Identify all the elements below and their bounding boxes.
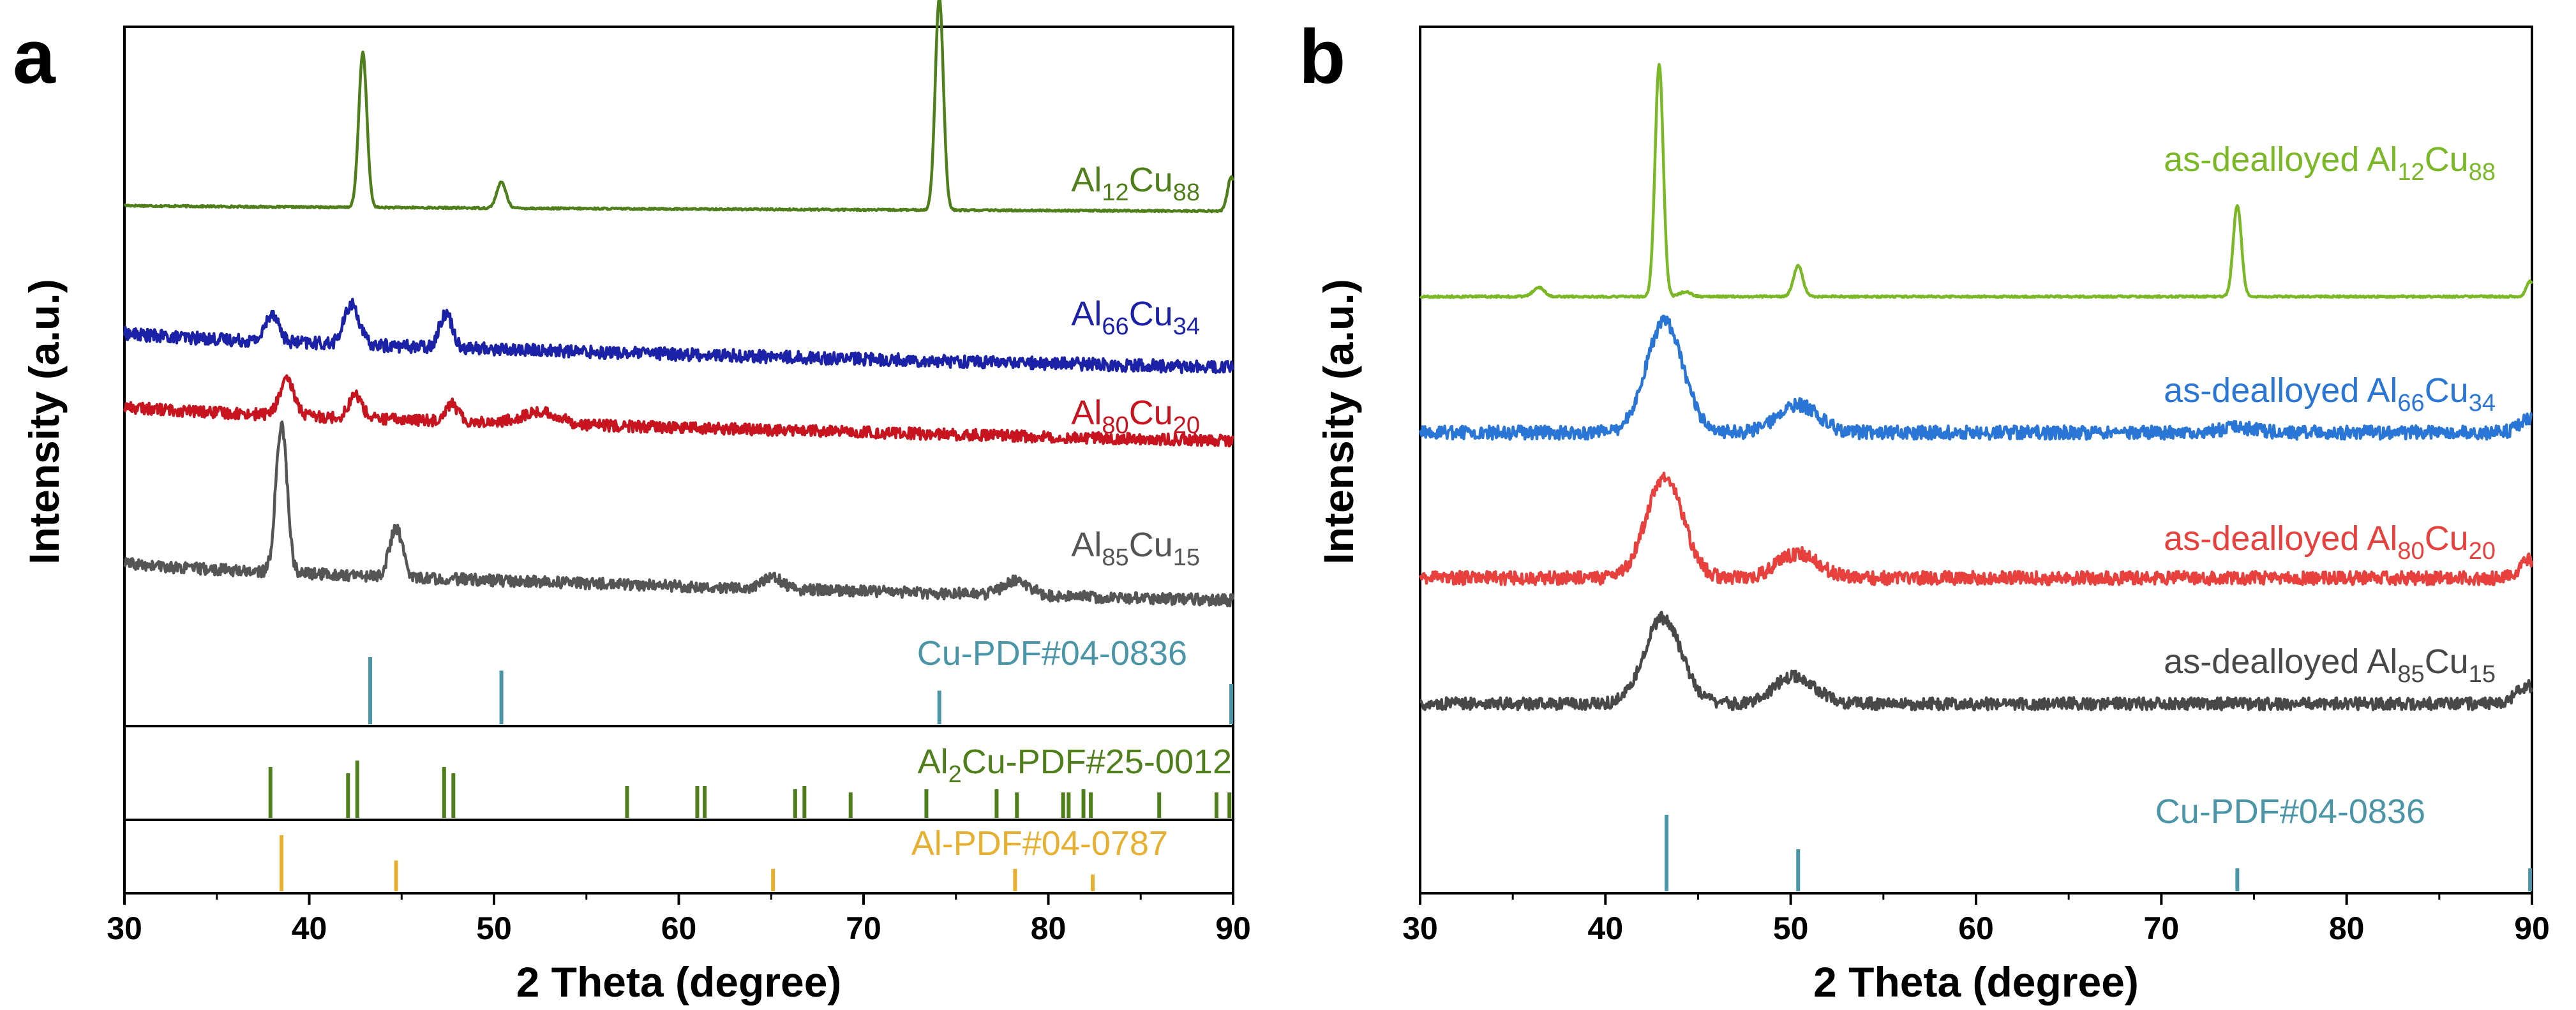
series-line-as-dealloyed-al80cu20	[1418, 472, 2534, 586]
series-line-al85cu15	[123, 420, 1235, 607]
y-axis-title: Intensity (a.u.)	[1315, 279, 1362, 564]
series-line-al80cu20	[123, 374, 1235, 448]
x-tick-label: 50	[476, 910, 512, 946]
x-tick-label: 70	[846, 910, 881, 946]
x-tick-label: 60	[1958, 910, 1994, 946]
series-label: Al66Cu34	[1071, 295, 1200, 340]
x-tick-label: 40	[1588, 910, 1624, 946]
series-label: Al12Cu88	[1071, 161, 1200, 206]
series-label: Al80Cu20	[1071, 394, 1200, 439]
y-axis-title: Intensity (a.u.)	[20, 279, 68, 564]
series-line-al12cu88	[123, 0, 1235, 214]
panel-letter: a	[13, 14, 56, 100]
series-line-as-dealloyed-al85cu15	[1419, 611, 2534, 711]
x-tick-label: 60	[661, 910, 697, 946]
series-label: as-dealloyed Al85Cu15	[2164, 642, 2496, 688]
x-tick-label: 40	[292, 910, 327, 946]
series-line-as-dealloyed-al66cu34	[1418, 315, 2533, 441]
panel-letter: b	[1299, 14, 1345, 100]
x-tick-label: 80	[2329, 910, 2365, 946]
reference-label: Al-PDF#04-0787	[911, 824, 1168, 863]
x-axis-title: 2 Theta (degree)	[516, 958, 842, 1006]
x-tick-label: 80	[1031, 910, 1067, 946]
series-line-as-dealloyed-al12cu88	[1419, 63, 2534, 299]
series-label: as-dealloyed Al80Cu20	[2164, 519, 2496, 565]
reference-label: Cu-PDF#04-0836	[2155, 792, 2425, 831]
x-tick-label: 90	[2514, 910, 2550, 946]
x-tick-label: 30	[107, 910, 142, 946]
x-tick-label: 70	[2144, 910, 2180, 946]
panel-a: a 30 40 50 60 70 80 90 2 Theta (degree) Intensity…	[13, 0, 1251, 1006]
series-label: as-dealloyed Al66Cu34	[2164, 371, 2496, 417]
reference-label: Al2Cu-PDF#25-0012	[918, 743, 1232, 788]
x-tick-label: 90	[1215, 910, 1251, 946]
panel-b: b 30 40 50 60 70 80 90 2 Theta (degree) Intensity…	[1299, 14, 2550, 1006]
x-tick-label: 50	[1773, 910, 1809, 946]
reference-label: Cu-PDF#04-0836	[917, 634, 1187, 672]
series-label: as-dealloyed Al12Cu88	[2164, 140, 2496, 186]
series-line-al66cu34	[123, 297, 1235, 375]
x-tick-label: 30	[1402, 910, 1438, 946]
series-label: Al85Cu15	[1071, 526, 1200, 571]
x-axis-title: 2 Theta (degree)	[1813, 958, 2139, 1006]
